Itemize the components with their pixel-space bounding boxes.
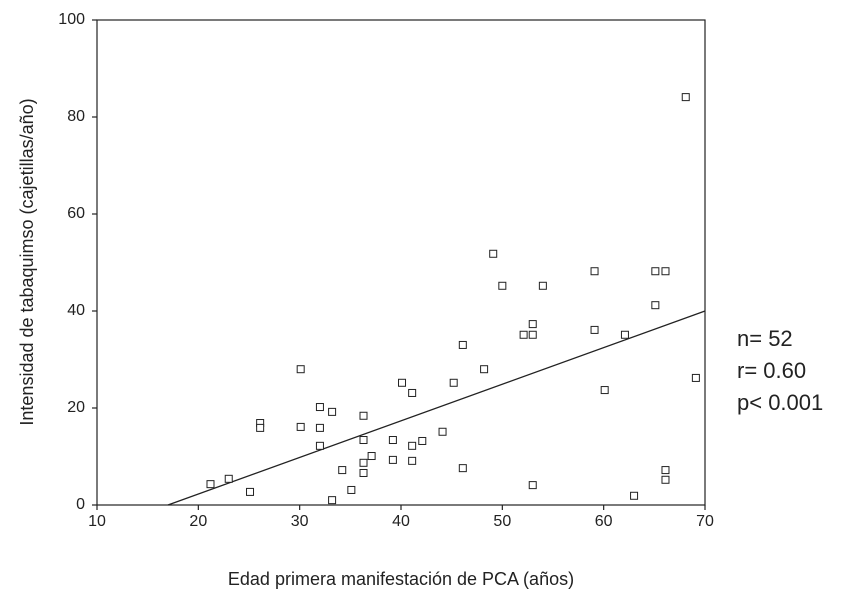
scatter-point	[498, 281, 507, 290]
scatter-point	[538, 281, 547, 290]
x-tick-label: 60	[595, 513, 613, 530]
annotation: r= 0.60	[737, 358, 806, 383]
scatter-point	[256, 423, 265, 432]
scatter-point	[388, 436, 397, 445]
scatter-point	[528, 481, 537, 490]
regression-line	[167, 310, 706, 506]
scatter-point	[347, 485, 356, 494]
scatter-point	[489, 249, 498, 258]
y-tick-label: 20	[67, 399, 85, 416]
y-axis-title: Intensidad de tabaquimso (cajetillas/año…	[17, 98, 37, 425]
scatter-point	[528, 330, 537, 339]
x-tick-label: 30	[291, 513, 309, 530]
y-tick-label: 40	[67, 302, 85, 319]
scatter-point	[408, 456, 417, 465]
scatter-point	[388, 455, 397, 464]
x-tick-label: 50	[493, 513, 511, 530]
scatter-point	[651, 267, 660, 276]
scatter-point	[315, 423, 324, 432]
scatter-point	[418, 436, 427, 445]
x-axis-title: Edad primera manifestación de PCA (años)	[228, 569, 574, 589]
annotation: n= 52	[737, 326, 793, 351]
scatter-point	[600, 386, 609, 395]
scatter-point	[661, 267, 670, 276]
scatter-point	[661, 466, 670, 475]
y-tick-label: 100	[58, 11, 85, 28]
scatter-point	[458, 340, 467, 349]
scatter-point	[328, 496, 337, 505]
scatter-point	[296, 422, 305, 431]
scatter-point	[408, 441, 417, 450]
scatter-point	[630, 491, 639, 500]
scatter-point	[661, 475, 670, 484]
scatter-point	[590, 325, 599, 334]
scatter-point	[620, 330, 629, 339]
plot-frame	[96, 19, 706, 506]
scatter-point	[367, 452, 376, 461]
scatter-point	[224, 474, 233, 483]
scatter-point	[315, 441, 324, 450]
scatter-point	[359, 436, 368, 445]
scatter-point	[519, 330, 528, 339]
scatter-point	[449, 378, 458, 387]
scatter-point	[359, 458, 368, 467]
scatter-point	[408, 388, 417, 397]
y-tick-label: 0	[76, 496, 85, 513]
scatter-point	[528, 320, 537, 329]
scatter-point	[338, 466, 347, 475]
y-tick-label: 60	[67, 205, 85, 222]
scatter-point	[315, 403, 324, 412]
annotation: p< 0.001	[737, 390, 823, 415]
y-tick-label: 80	[67, 108, 85, 125]
x-tick-label: 70	[696, 513, 714, 530]
scatter-point	[359, 411, 368, 420]
scatter-point	[359, 468, 368, 477]
scatter-point	[590, 267, 599, 276]
scatter-point	[458, 464, 467, 473]
scatter-point	[438, 427, 447, 436]
scatter-point	[480, 365, 489, 374]
x-tick-label: 20	[189, 513, 207, 530]
scatter-point	[296, 365, 305, 374]
scatter-point	[691, 373, 700, 382]
scatter-point	[398, 378, 407, 387]
scatter-point	[328, 407, 337, 416]
scatter-point	[651, 301, 660, 310]
scatter-point	[246, 487, 255, 496]
scatter-point	[681, 93, 690, 102]
x-tick-label: 40	[392, 513, 410, 530]
scatter-point	[206, 480, 215, 489]
x-tick-label: 10	[88, 513, 106, 530]
